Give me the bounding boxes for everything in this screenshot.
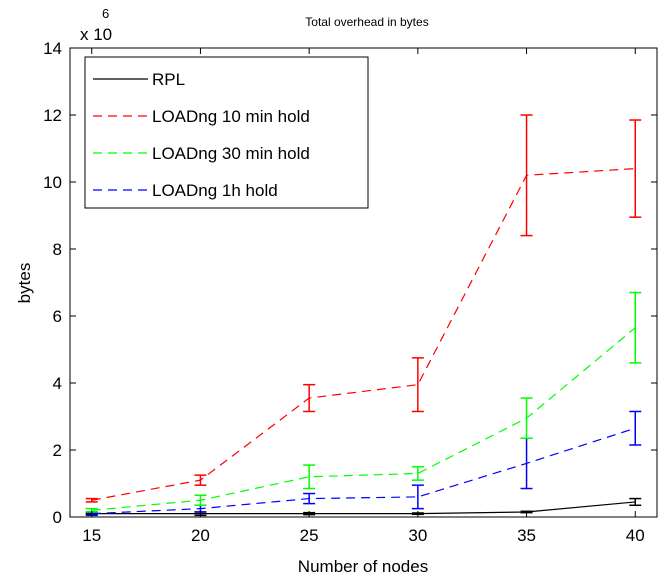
error-bar bbox=[303, 492, 316, 505]
error-bar bbox=[303, 383, 316, 413]
y-tick-label: 2 bbox=[53, 441, 62, 460]
x-axis-label: Number of nodes bbox=[298, 557, 428, 576]
legend-box bbox=[84, 56, 369, 209]
x-tick-label: 35 bbox=[517, 526, 536, 545]
error-bar bbox=[194, 494, 207, 507]
x-tick-label: 20 bbox=[191, 526, 210, 545]
series-line bbox=[91, 427, 636, 515]
x-tick-label: 25 bbox=[300, 526, 319, 545]
series-2 bbox=[85, 291, 642, 513]
y-tick-label: 6 bbox=[53, 307, 62, 326]
error-bar bbox=[520, 397, 533, 440]
ticks-layer: 15 20 25 30 35 40 0 2 4 6 8 10 12 14 bbox=[43, 39, 657, 545]
error-bar bbox=[85, 497, 98, 503]
legend-label: LOADng 1h hold bbox=[152, 181, 278, 200]
y-tick-label: 14 bbox=[43, 39, 62, 58]
y-tick-label: 8 bbox=[53, 240, 62, 259]
error-bar bbox=[303, 464, 316, 490]
error-bar bbox=[411, 357, 424, 413]
legend-label: LOADng 10 min hold bbox=[152, 107, 310, 126]
series-line bbox=[91, 501, 636, 515]
error-bar bbox=[411, 466, 424, 481]
legend: RPL LOADng 10 min hold LOADng 30 min hold L… bbox=[84, 56, 369, 209]
series-1 bbox=[85, 114, 642, 503]
error-bar bbox=[411, 484, 424, 510]
error-bar bbox=[629, 119, 642, 218]
y-scale-multiplier: x 10 bbox=[80, 25, 112, 44]
legend-label: RPL bbox=[152, 70, 185, 89]
error-bar bbox=[520, 114, 533, 237]
error-bar bbox=[629, 410, 642, 446]
x-tick-label: 40 bbox=[626, 526, 645, 545]
error-bar bbox=[194, 474, 207, 486]
legend-label: LOADng 30 min hold bbox=[152, 144, 310, 163]
y-tick-label: 12 bbox=[43, 106, 62, 125]
y-axis-label: bytes bbox=[15, 263, 34, 304]
chart-title: Total overhead in bytes bbox=[305, 15, 428, 29]
error-bar bbox=[629, 497, 642, 507]
y-tick-label: 0 bbox=[53, 508, 62, 527]
series-layer bbox=[85, 114, 642, 517]
y-tick-label: 4 bbox=[53, 374, 62, 393]
error-bar bbox=[629, 291, 642, 364]
series-line bbox=[91, 168, 636, 501]
x-tick-label: 30 bbox=[408, 526, 427, 545]
y-scale-exponent: 6 bbox=[102, 6, 109, 21]
series-line bbox=[91, 327, 636, 511]
x-tick-label: 15 bbox=[82, 526, 101, 545]
y-tick-label: 10 bbox=[43, 173, 62, 192]
